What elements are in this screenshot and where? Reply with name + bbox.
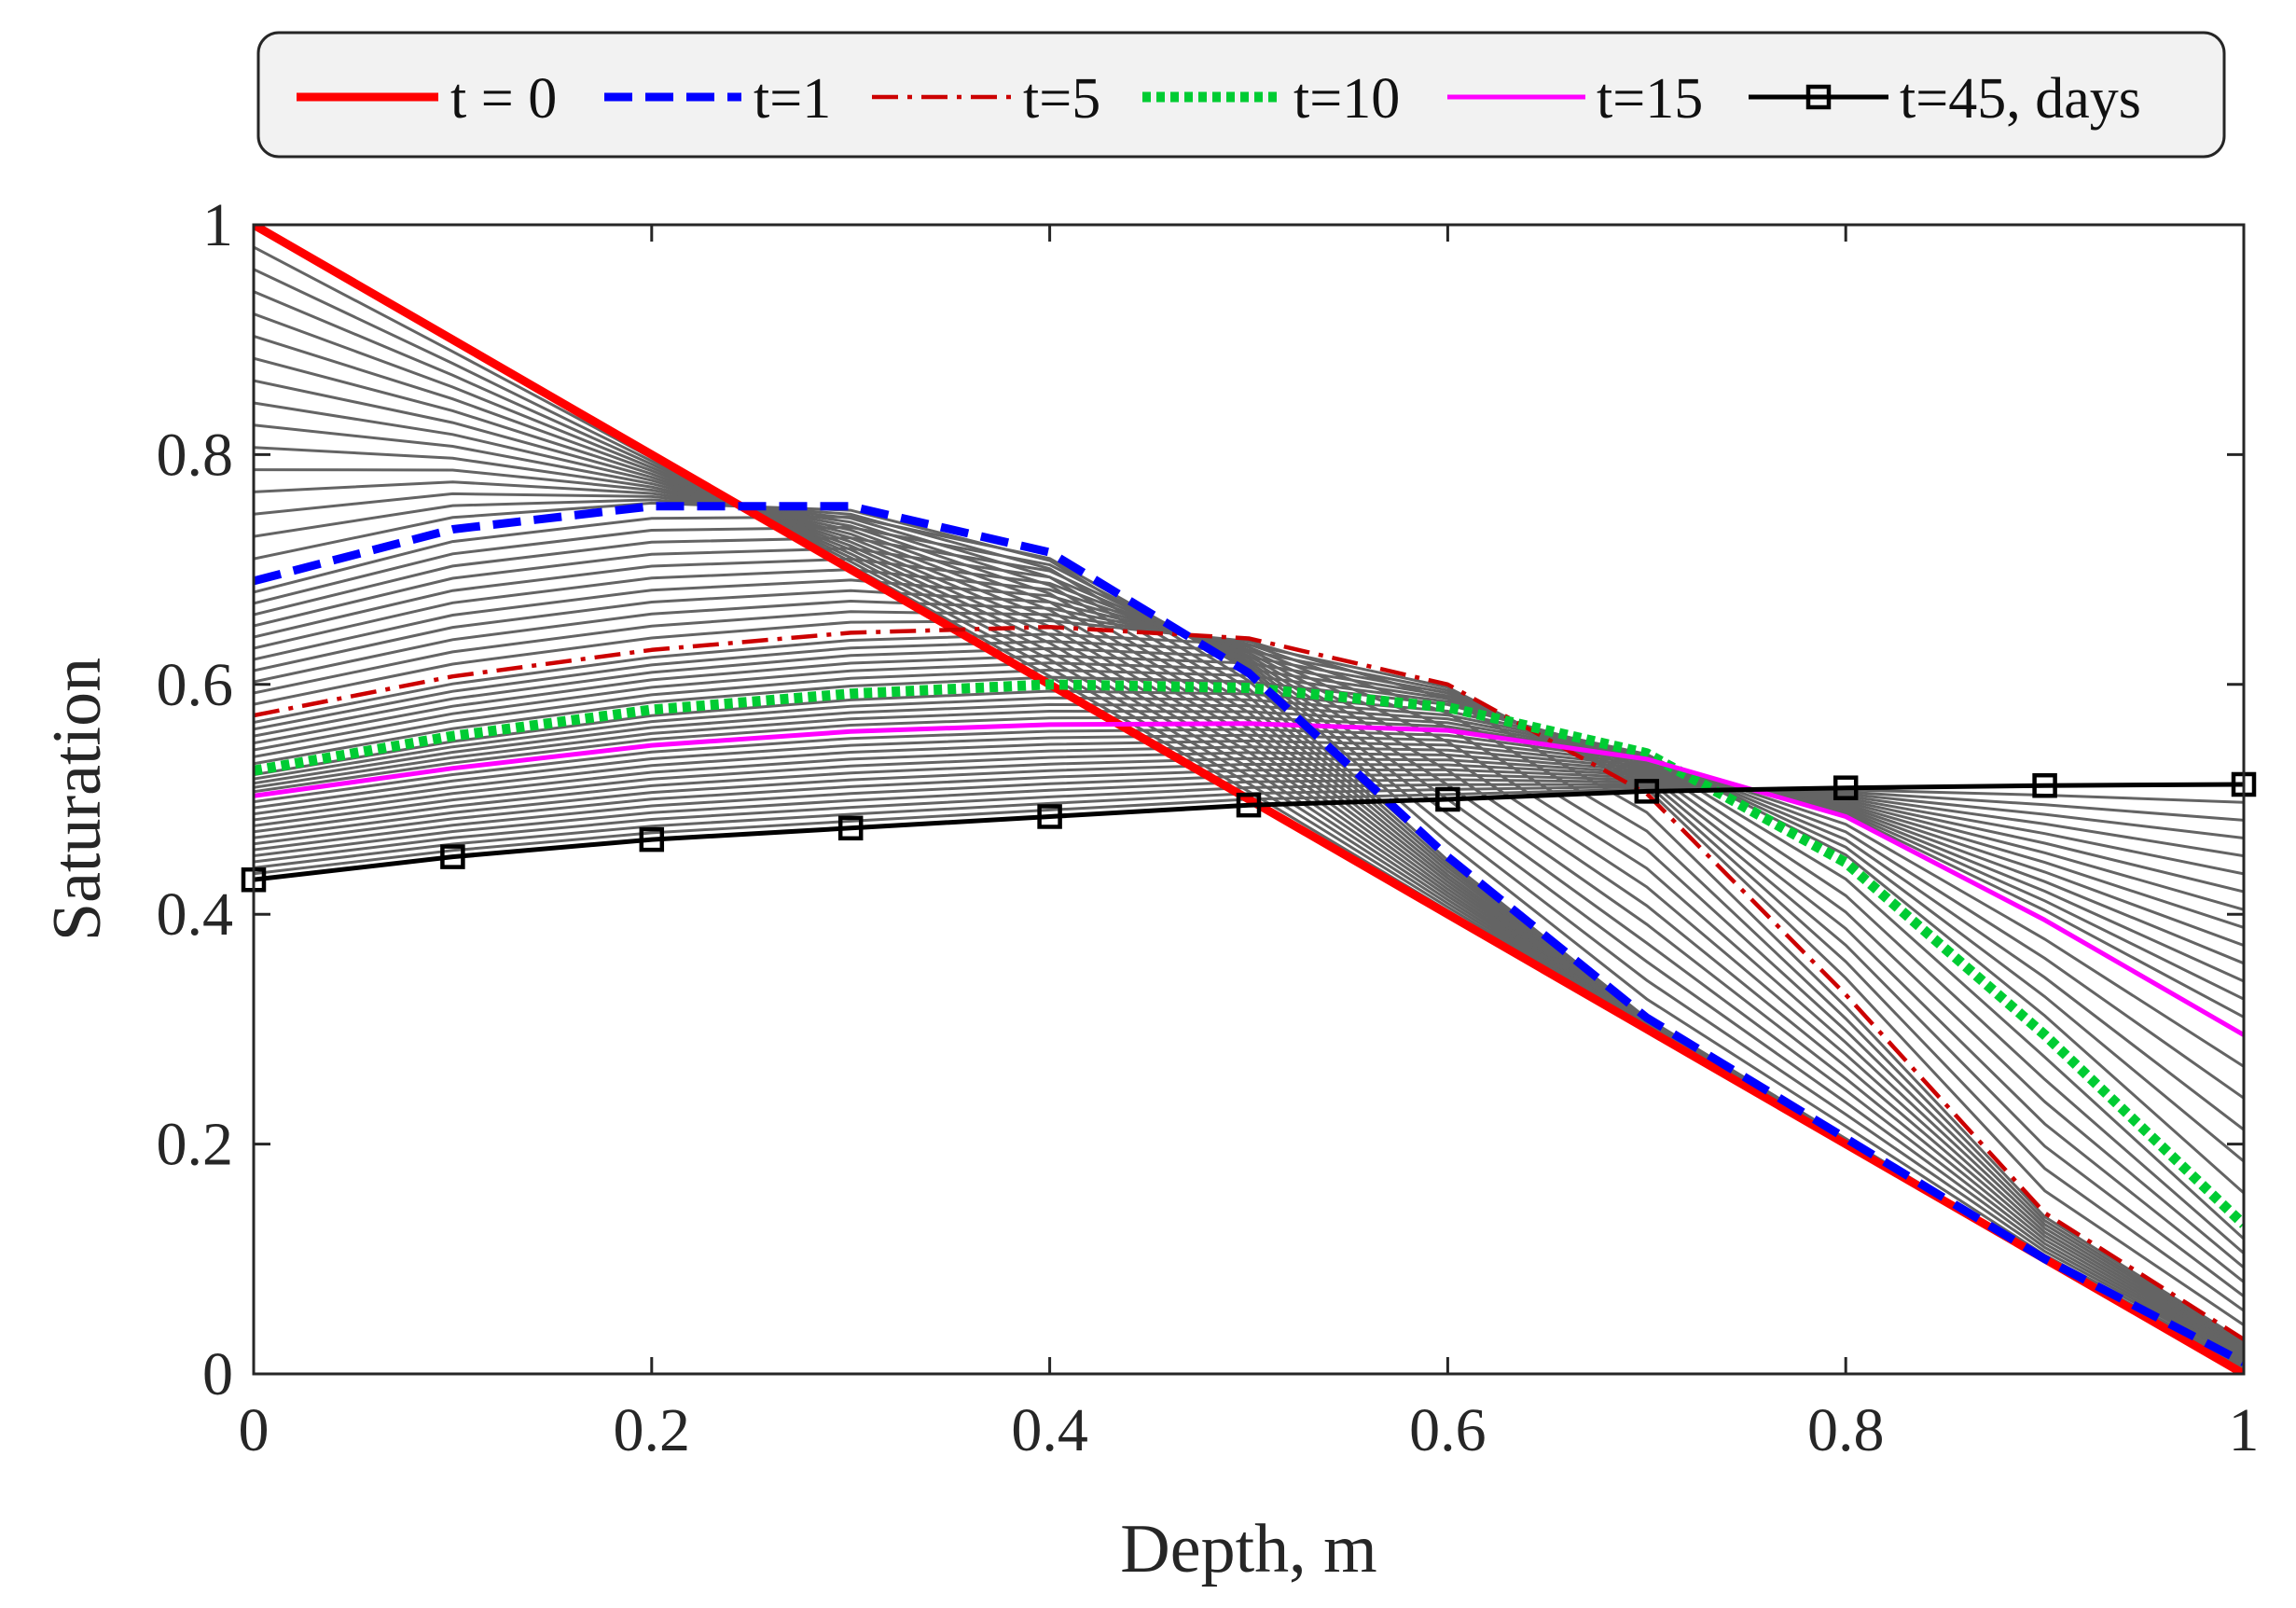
x-tick-label: 0.4 xyxy=(1011,1396,1088,1464)
background-curve xyxy=(254,578,2244,1351)
background-curve xyxy=(254,696,2244,1163)
x-tick-label: 0 xyxy=(239,1396,270,1464)
background-curve xyxy=(254,751,2244,948)
series-line-3 xyxy=(254,679,2244,1228)
background-curve xyxy=(254,762,2244,911)
series-marker xyxy=(2032,772,2057,798)
series-marker xyxy=(1634,779,1660,804)
background-curve xyxy=(254,618,2244,1343)
legend-label-5: t=45, days xyxy=(1900,67,2141,131)
background-curve xyxy=(254,783,2244,864)
background-curve xyxy=(254,492,2244,1366)
x-tick-label: 0.2 xyxy=(614,1396,691,1464)
x-tick-label: 0.6 xyxy=(1409,1396,1487,1464)
legend-label-1: t=1 xyxy=(754,67,831,131)
series-line-4 xyxy=(254,721,2244,1037)
background-curve xyxy=(254,745,2244,965)
background-curve xyxy=(254,739,2244,983)
series-marker xyxy=(1833,775,1859,800)
background-curve xyxy=(254,675,2244,1241)
series-marker xyxy=(1236,792,1262,818)
series-marker xyxy=(1037,804,1062,829)
background-curve xyxy=(254,702,2244,1131)
series-line-0 xyxy=(254,225,2244,1374)
background-curve xyxy=(254,654,2244,1283)
legend: t = 0 t=1 t=5 t=10 t=15 t=45, days xyxy=(256,31,2226,159)
background-curve xyxy=(254,715,2244,1068)
background-curve xyxy=(254,547,2244,1356)
series-line-2 xyxy=(254,624,2244,1341)
background-curve xyxy=(254,557,2244,1354)
x-tick-label: 0.8 xyxy=(1807,1396,1885,1464)
background-curve xyxy=(254,646,2244,1297)
y-tick-label: 1 xyxy=(202,191,233,259)
series-marker xyxy=(440,844,465,869)
y-axis-label: Saturation xyxy=(39,658,116,941)
x-tick-label: 1 xyxy=(2229,1396,2260,1464)
legend-items: t = 0 t=1 t=5 t=10 t=15 t=45, days xyxy=(297,67,2141,131)
legend-label-3: t=10 xyxy=(1293,67,1400,131)
y-tick-label: 0.4 xyxy=(157,880,234,949)
background-curve xyxy=(254,709,2244,1100)
series-lines xyxy=(254,225,2244,1374)
background-curve xyxy=(254,290,2244,1374)
plot-area: 00 0.2 0.2 0.4 0.4 0.6 0.6 0.8 0.8 1 1 xyxy=(157,191,2260,1464)
series-marker xyxy=(837,815,864,841)
background-curve xyxy=(254,728,2244,1019)
legend-marker xyxy=(1805,84,1832,110)
background-curve xyxy=(254,599,2244,1347)
x-axis-label: Depth, m xyxy=(1120,1511,1376,1587)
background-curve xyxy=(254,501,2244,1365)
y-tick-label: 0.6 xyxy=(157,651,234,719)
plot-frame xyxy=(252,223,2246,1376)
y-tick-label: 0.8 xyxy=(157,421,234,489)
legend-label-2: t=5 xyxy=(1023,67,1100,131)
background-curve xyxy=(254,773,2244,876)
series-line-5 xyxy=(254,782,2244,882)
background-curve xyxy=(254,498,2244,1365)
background-curve xyxy=(254,689,2244,1195)
background-curve xyxy=(254,468,2244,1367)
background-curve xyxy=(254,334,2244,1372)
y-tick-label: 0 xyxy=(202,1340,233,1408)
background-curve xyxy=(254,401,2244,1370)
background-curve xyxy=(254,768,2244,894)
series-line-1 xyxy=(254,502,2244,1366)
series-marker xyxy=(639,826,665,853)
legend-label-4: t=15 xyxy=(1597,67,1703,131)
background-curve xyxy=(254,733,2244,1001)
background-curve xyxy=(254,756,2244,929)
series-marker xyxy=(1435,786,1460,812)
axes: 00 0.2 0.2 0.4 0.4 0.6 0.6 0.8 0.8 1 1 xyxy=(157,191,2260,1464)
legend-label-0: t = 0 xyxy=(450,67,557,131)
background-curve xyxy=(254,778,2244,858)
y-tick-label: 0.2 xyxy=(157,1111,234,1179)
background-curve xyxy=(254,640,2244,1312)
background-curve xyxy=(254,525,2244,1360)
background-curve xyxy=(254,632,2244,1326)
